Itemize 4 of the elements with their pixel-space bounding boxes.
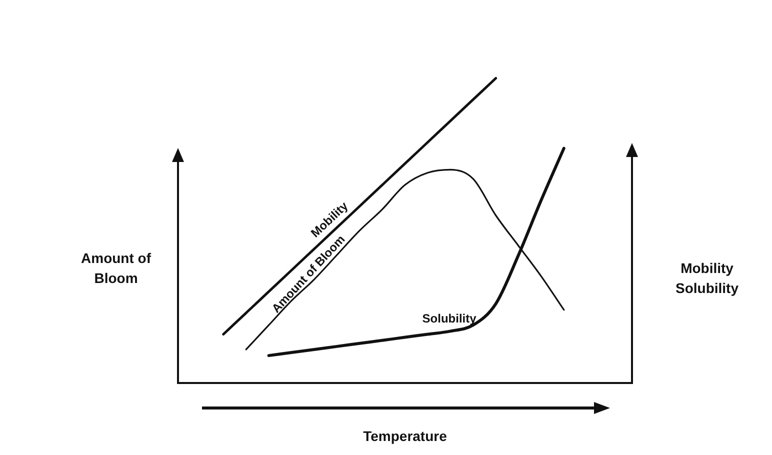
x-axis-title: Temperature: [363, 428, 448, 444]
y2-axis-title: Mobility Solubility: [676, 260, 739, 296]
y-axis-title: Amount of Bloom: [81, 250, 152, 286]
series-label: Solubility: [422, 311, 477, 326]
